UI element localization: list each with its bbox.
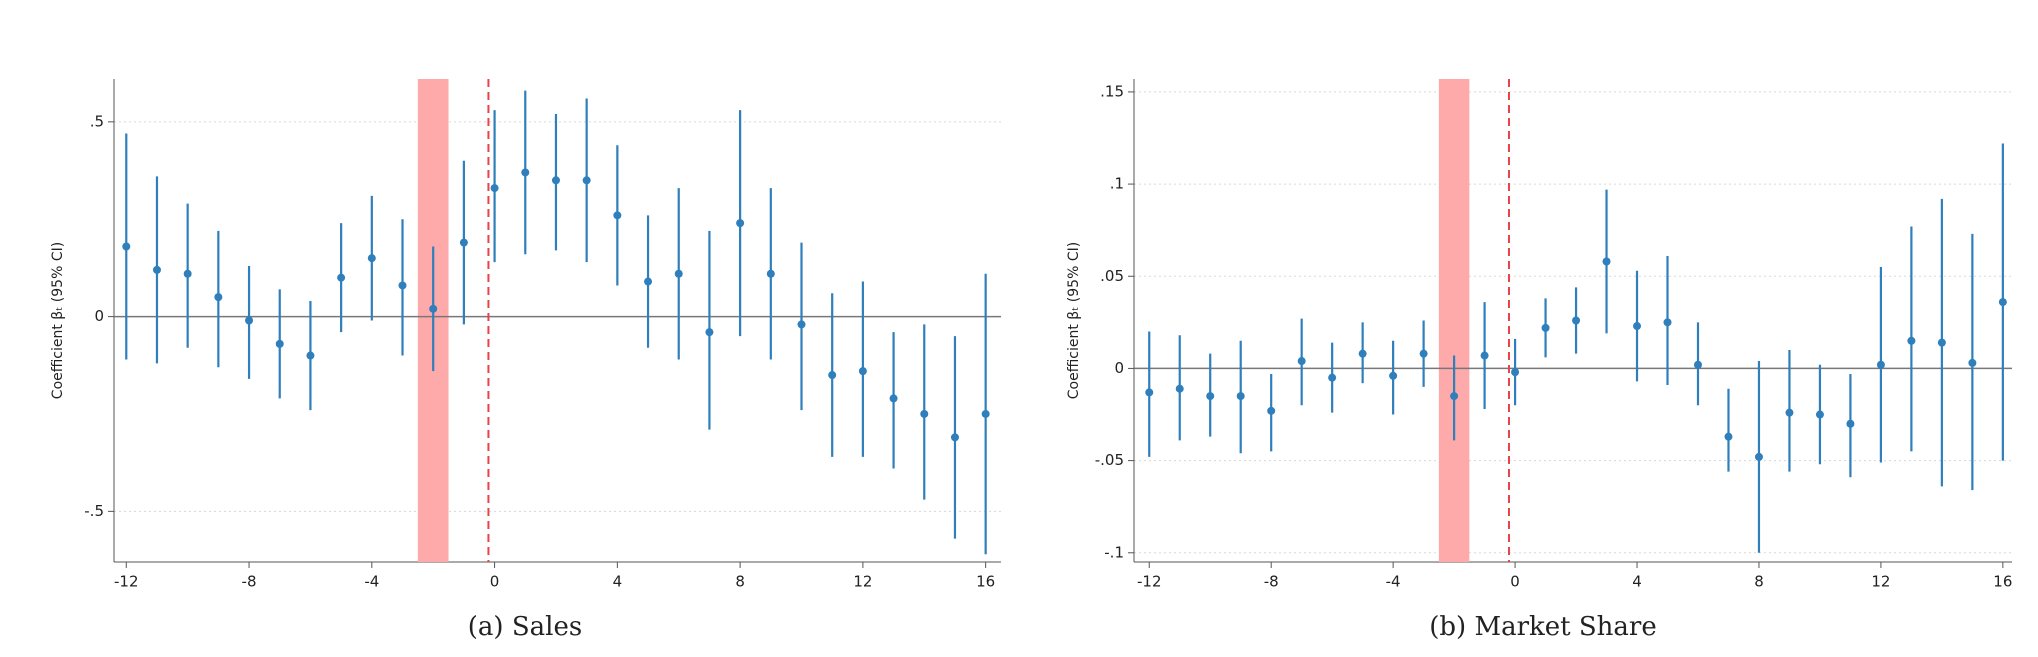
point-estimate [1664,318,1672,326]
point-estimate [491,184,499,192]
point-estimate [1359,350,1367,358]
point-estimate [1420,350,1428,358]
point-estimate [767,270,775,278]
y-tick-label: -.5 [84,502,104,520]
point-estimate [1999,298,2007,306]
x-tick-label: -12 [114,573,139,591]
point-estimate [1298,357,1306,365]
point-estimate [245,317,253,325]
y-tick-label: .15 [1100,82,1124,100]
y-tick-label: .1 [1110,175,1124,193]
x-tick-label: 16 [976,573,995,591]
point-estimate [1938,339,1946,347]
y-axis-label: Coefficient βₜ (95% CI) [50,242,66,399]
y-tick-label: 0 [94,307,104,325]
point-estimate [675,270,683,278]
point-estimate [920,410,928,418]
point-estimate [828,371,836,379]
x-tick-label: -12 [1137,573,1162,591]
x-tick-label: 0 [1510,573,1520,591]
point-estimate [1176,385,1184,393]
caption: (a) Sales [468,612,582,642]
point-estimate [1907,337,1915,345]
point-estimate [1877,361,1885,369]
x-tick-label: 16 [1993,573,2012,591]
point-estimate [122,242,130,250]
point-estimate [1572,317,1580,325]
point-estimate [798,320,806,328]
x-tick-label: -4 [1386,573,1401,591]
point-estimate [306,352,314,360]
point-estimate [613,211,621,219]
point-estimate [214,293,222,301]
x-tick-label: -8 [1264,573,1279,591]
point-estimate [368,254,376,262]
point-estimate [1389,372,1397,380]
point-estimate [1785,409,1793,417]
point-estimate [521,168,529,176]
x-tick-label: 12 [853,573,872,591]
y-tick-label: -.05 [1095,451,1124,469]
x-tick-label: 0 [490,573,500,591]
point-estimate [337,274,345,282]
x-tick-label: 4 [1632,573,1642,591]
point-estimate [1755,453,1763,461]
point-estimate [1846,420,1854,428]
point-estimate [583,176,591,184]
point-estimate [1145,388,1153,396]
point-estimate [890,394,898,402]
point-estimate [1328,374,1336,382]
point-estimate [1542,324,1550,332]
point-estimate [460,239,468,247]
point-estimate [552,176,560,184]
point-estimate [1633,322,1641,330]
y-tick-label: .5 [90,112,104,130]
point-estimate [1481,352,1489,360]
point-estimate [982,410,990,418]
point-estimate [1603,258,1611,266]
point-estimate [1511,368,1519,376]
y-tick-label: 0 [1114,359,1124,377]
x-tick-label: 12 [1871,573,1890,591]
x-tick-label: 8 [735,573,745,591]
point-estimate [429,305,437,313]
caption: (b) Market Share [1429,612,1656,642]
point-estimate [1206,392,1214,400]
point-estimate [1816,411,1824,419]
point-estimate [705,328,713,336]
y-tick-label: -.1 [1104,543,1124,561]
x-tick-label: 8 [1754,573,1764,591]
y-tick-label: .05 [1100,267,1124,285]
y-axis-label: Coefficient βₜ (95% CI) [1066,242,1082,399]
x-tick-label: 4 [613,573,623,591]
x-tick-label: -8 [242,573,257,591]
point-estimate [399,281,407,289]
shaded-period [1439,79,1469,562]
point-estimate [859,367,867,375]
point-estimate [644,278,652,286]
point-estimate [1237,392,1245,400]
point-estimate [1968,359,1976,367]
point-estimate [951,433,959,441]
point-estimate [1724,433,1732,441]
point-estimate [1694,361,1702,369]
point-estimate [184,270,192,278]
point-estimate [1450,392,1458,400]
point-estimate [736,219,744,227]
point-estimate [276,340,284,348]
point-estimate [1267,407,1275,415]
x-tick-label: -4 [364,573,379,591]
point-estimate [153,266,161,274]
